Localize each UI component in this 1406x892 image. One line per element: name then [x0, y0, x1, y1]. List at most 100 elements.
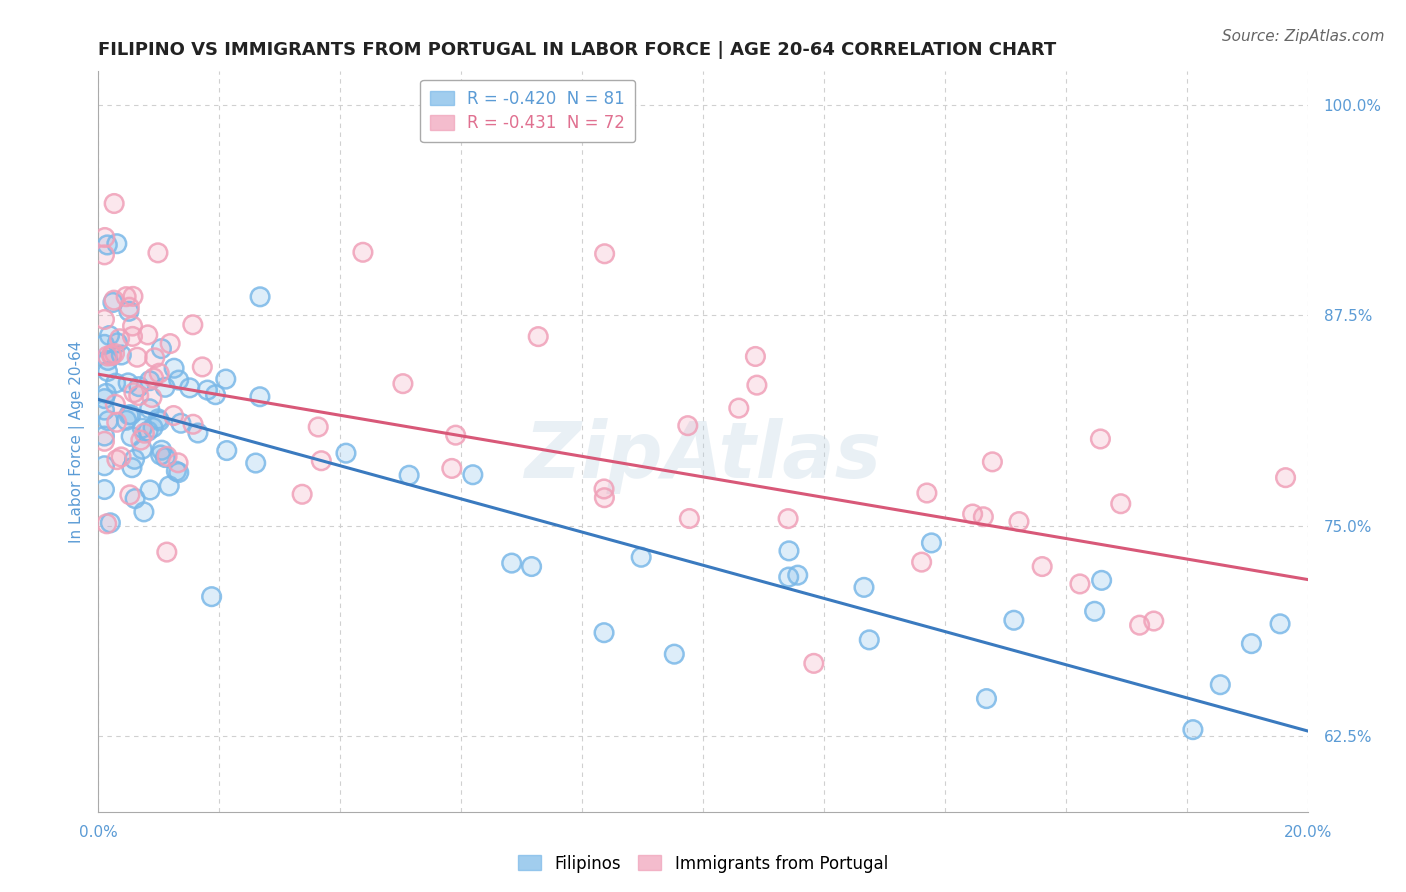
Point [444, 428, 467, 442]
Point [157, 479, 180, 493]
Point [108, 332, 131, 346]
Point [128, 388, 150, 402]
Point [392, 376, 415, 391]
Point [167, 466, 190, 480]
Point [245, 456, 267, 470]
Point [103, 293, 125, 308]
Point [461, 467, 484, 482]
Point [150, 443, 173, 458]
Point [142, 371, 165, 385]
Point [962, 507, 984, 521]
Point [96, 238, 118, 252]
Text: Source: ZipAtlas.com: Source: ZipAtlas.com [1222, 29, 1385, 45]
Point [139, 483, 162, 497]
Point [204, 387, 226, 401]
Point [167, 456, 190, 470]
Point [136, 424, 159, 438]
Point [181, 318, 204, 332]
Point [96, 386, 118, 401]
Point [136, 327, 159, 342]
Point [150, 342, 173, 356]
Point [105, 236, 128, 251]
Point [676, 418, 699, 433]
Point [501, 556, 523, 570]
Point [93, 483, 115, 497]
Point [1129, 618, 1152, 632]
Point [311, 454, 333, 468]
Point [311, 454, 333, 468]
Point [852, 580, 875, 594]
Point [163, 361, 186, 376]
Point [118, 300, 141, 314]
Point [104, 376, 127, 391]
Point [778, 544, 800, 558]
Point [141, 391, 163, 405]
Point [93, 403, 115, 417]
Point [127, 350, 149, 364]
Point [191, 359, 214, 374]
Point [1090, 432, 1112, 446]
Point [148, 412, 170, 426]
Point [167, 466, 190, 480]
Point [727, 401, 749, 416]
Point [100, 349, 122, 363]
Point [138, 374, 160, 388]
Point [97, 353, 120, 368]
Point [155, 450, 177, 465]
Point [181, 417, 204, 432]
Point [291, 487, 314, 501]
Point [131, 442, 153, 457]
Point [153, 380, 176, 394]
Point [593, 246, 616, 260]
Point [215, 443, 238, 458]
Point [593, 246, 616, 260]
Point [97, 414, 120, 428]
Point [249, 290, 271, 304]
Point [157, 479, 180, 493]
Point [1091, 574, 1114, 588]
Point [335, 446, 357, 460]
Point [162, 409, 184, 423]
Point [981, 455, 1004, 469]
Point [163, 361, 186, 376]
Point [110, 450, 132, 464]
Point [156, 545, 179, 559]
Point [118, 408, 141, 422]
Point [778, 544, 800, 558]
Point [159, 336, 181, 351]
Point [122, 385, 145, 400]
Point [121, 460, 143, 475]
Point [150, 342, 173, 356]
Point [1091, 574, 1114, 588]
Point [1002, 613, 1025, 627]
Point [398, 468, 420, 483]
Point [179, 381, 201, 395]
Point [121, 319, 143, 334]
Point [118, 488, 141, 502]
Point [676, 418, 699, 433]
Point [143, 351, 166, 365]
Point [115, 290, 138, 304]
Point [1274, 470, 1296, 484]
Point [162, 409, 184, 423]
Point [352, 245, 374, 260]
Point [440, 461, 463, 475]
Point [1090, 432, 1112, 446]
Point [630, 550, 652, 565]
Point [915, 486, 938, 500]
Point [778, 570, 800, 584]
Point [179, 381, 201, 395]
Point [520, 559, 543, 574]
Point [100, 516, 122, 530]
Point [181, 417, 204, 432]
Text: FILIPINO VS IMMIGRANTS FROM PORTUGAL IN LABOR FORCE | AGE 20-64 CORRELATION CHAR: FILIPINO VS IMMIGRANTS FROM PORTUGAL IN … [98, 41, 1057, 59]
Point [93, 392, 115, 406]
Point [122, 385, 145, 400]
Point [138, 401, 160, 416]
Point [778, 511, 800, 525]
Point [1002, 613, 1025, 627]
Point [103, 293, 125, 308]
Point [96, 364, 118, 378]
Point [103, 196, 125, 211]
Point [132, 505, 155, 519]
